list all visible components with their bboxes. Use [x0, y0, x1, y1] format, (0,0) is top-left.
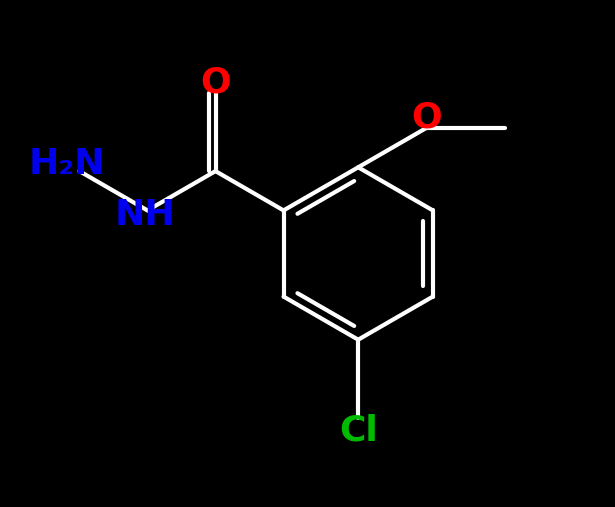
Text: H₂N: H₂N	[28, 147, 105, 180]
Text: Cl: Cl	[339, 414, 378, 448]
Text: O: O	[200, 65, 231, 99]
Text: NH: NH	[114, 198, 175, 233]
Text: O: O	[411, 101, 442, 135]
